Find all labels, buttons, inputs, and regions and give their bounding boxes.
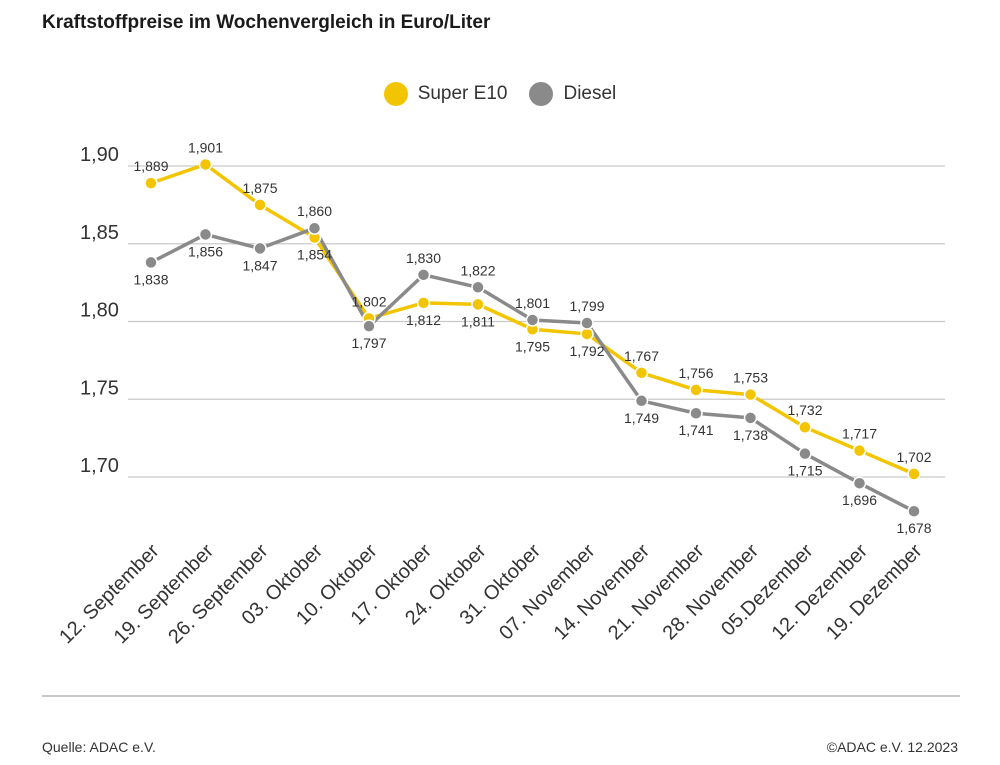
data-label-diesel: 1,838: [133, 271, 168, 287]
legend: Super E10 Diesel: [0, 82, 1000, 106]
data-label-super-e10: 1,732: [787, 402, 822, 418]
data-label-diesel: 1,715: [787, 463, 822, 479]
data-point-diesel: [198, 227, 213, 242]
legend-marker-super: [383, 82, 408, 106]
data-point-super-e10: [743, 387, 758, 402]
data-label-super-e10: 1,767: [624, 348, 659, 364]
data-label-diesel: 1,847: [242, 257, 277, 273]
data-label-super-e10: 1,875: [242, 180, 277, 196]
x-tick-label: 28. November: [659, 540, 764, 645]
y-tick-label: 1,85: [80, 222, 119, 244]
data-label-super-e10: 1,753: [733, 370, 768, 386]
data-point-super-e10: [689, 383, 703, 397]
x-tick-label: 07. November: [495, 540, 600, 645]
data-point-super-e10: [144, 176, 158, 190]
data-label-super-e10: 1,811: [461, 313, 495, 329]
data-point-diesel: [743, 411, 758, 425]
data-label-diesel: 1,822: [460, 262, 495, 278]
data-point-diesel: [798, 446, 812, 461]
data-label-diesel: 1,749: [624, 410, 659, 426]
data-point-diesel: [307, 221, 322, 235]
data-point-diesel: [634, 394, 649, 408]
data-label-diesel: 1,678: [896, 520, 931, 536]
data-point-super-e10: [416, 296, 431, 310]
data-label-diesel: 1,860: [297, 203, 332, 219]
data-point-diesel: [471, 280, 485, 295]
data-point-super-e10: [253, 198, 267, 212]
x-tick-label: 14. November: [550, 540, 655, 645]
data-label-diesel: 1,797: [351, 335, 386, 351]
data-label-diesel: 1,696: [842, 492, 877, 508]
legend-marker-diesel: [529, 82, 554, 106]
data-point-super-e10: [471, 297, 485, 312]
data-label-super-e10: 1,795: [515, 338, 550, 354]
data-label-super-e10: 1,802: [351, 293, 386, 309]
data-point-diesel: [416, 268, 431, 282]
data-label-diesel: 1,799: [569, 298, 604, 314]
y-tick-label: 1,70: [80, 455, 119, 477]
data-label-super-e10: 1,702: [896, 449, 931, 465]
legend-item-super: Super E10: [383, 82, 508, 106]
data-label-super-e10: 1,792: [569, 343, 604, 359]
legend-item-diesel: Diesel: [529, 82, 616, 106]
y-tick-label: 1,75: [80, 377, 119, 399]
source-note: Quelle: ADAC e.V.: [42, 739, 156, 755]
data-point-diesel: [907, 504, 921, 518]
footer-divider: [42, 695, 960, 697]
chart-title: Kraftstoffpreise im Wochenvergleich in E…: [42, 12, 491, 33]
data-point-diesel: [362, 319, 376, 333]
x-tick-label: 12. Dezember: [768, 540, 873, 645]
copyright-note: ©ADAC e.V. 12.2023: [826, 739, 958, 755]
data-point-super-e10: [852, 443, 867, 458]
data-label-diesel: 1,801: [515, 295, 550, 311]
data-label-diesel: 1,741: [678, 422, 713, 438]
data-label-diesel: 1,830: [406, 250, 441, 266]
data-point-super-e10: [634, 366, 649, 380]
data-label-super-e10: 1,756: [678, 365, 713, 381]
legend-label-super: Super E10: [417, 83, 508, 104]
data-point-diesel: [580, 316, 594, 330]
data-point-diesel: [852, 476, 867, 490]
data-point-diesel: [525, 313, 540, 327]
data-point-super-e10: [798, 420, 812, 434]
data-label-super-e10: 1,854: [297, 247, 332, 263]
data-point-super-e10: [907, 467, 921, 481]
data-point-super-e10: [198, 157, 213, 172]
data-label-super-e10: 1,901: [188, 139, 223, 155]
data-point-diesel: [253, 241, 267, 256]
x-tick-label: 21. November: [604, 540, 709, 645]
data-point-diesel: [689, 406, 703, 420]
data-label-diesel: 1,856: [188, 243, 223, 259]
y-tick-label: 1,80: [80, 300, 119, 322]
data-label-super-e10: 1,889: [133, 158, 168, 174]
data-label-super-e10: 1,717: [842, 426, 877, 442]
data-label-super-e10: 1,812: [406, 312, 441, 328]
x-tick-label: 19. Dezember: [822, 540, 927, 645]
data-point-diesel: [144, 255, 158, 270]
legend-label-diesel: Diesel: [563, 83, 617, 104]
y-tick-label: 1,90: [80, 144, 119, 166]
data-label-diesel: 1,738: [733, 427, 768, 443]
